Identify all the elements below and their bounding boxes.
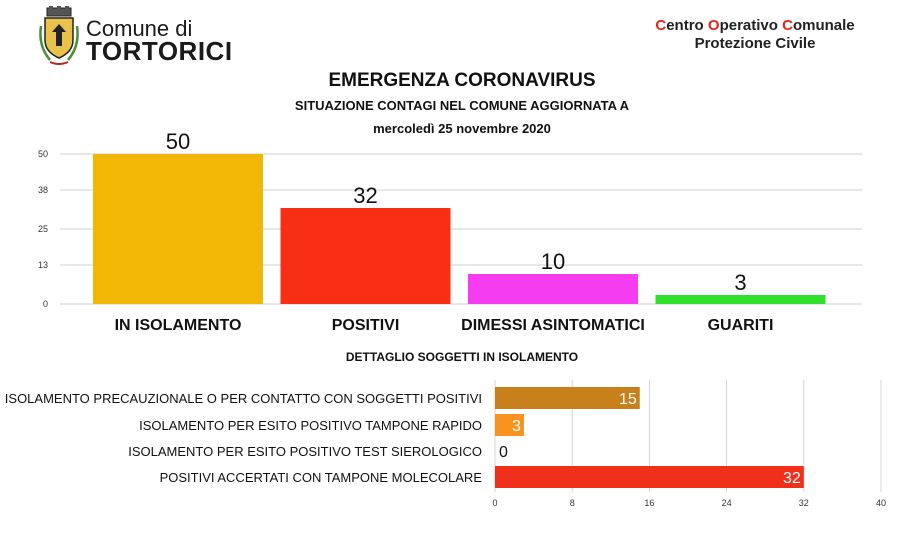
category-label: POSITIVI ACCERTATI CON TAMPONE MOLECOLAR…	[160, 470, 483, 485]
x-tick-label: 8	[570, 498, 575, 508]
bar-value-label: 3	[512, 418, 521, 435]
comune-name: TORTORICI	[86, 36, 233, 66]
update-date: mercoledì 25 novembre 2020	[373, 121, 551, 136]
category-label: POSITIVI	[332, 317, 400, 334]
y-tick-label: 25	[38, 224, 48, 234]
x-tick-label: 16	[644, 498, 654, 508]
bar-value-label: 0	[499, 444, 508, 461]
bar-value-label: 32	[353, 183, 377, 208]
category-label: DIMESSI ASINTOMATICI	[461, 317, 645, 334]
coat-of-arms-logo	[39, 6, 79, 65]
x-tick-label: 32	[799, 498, 809, 508]
y-tick-label: 0	[43, 299, 48, 309]
bar	[495, 466, 804, 488]
bar-value-label: 32	[783, 470, 801, 487]
bar	[655, 295, 826, 304]
category-label: ISOLAMENTO PER ESITO POSITIVO TAMPONE RA…	[139, 418, 482, 433]
category-label: ISOLAMENTO PER ESITO POSITIVO TEST SIERO…	[128, 444, 482, 459]
x-tick-label: 0	[492, 498, 497, 508]
y-tick-label: 50	[38, 149, 48, 159]
bar	[93, 154, 263, 304]
y-tick-label: 13	[38, 260, 48, 270]
bar	[495, 414, 524, 436]
main-title: EMERGENZA CORONAVIRUS	[328, 70, 596, 91]
bar	[280, 208, 451, 304]
x-tick-label: 40	[876, 498, 886, 508]
coc-subtitle: Protezione Civile	[694, 35, 816, 52]
bar-value-label: 15	[619, 391, 637, 408]
bar-value-label: 3	[734, 270, 746, 295]
subtitle: SITUAZIONE CONTAGI NEL COMUNE AGGIORNATA…	[294, 98, 630, 113]
category-label: GUARITI	[708, 317, 774, 334]
comune-prefix: Comune di	[86, 16, 193, 41]
bar-value-label: 50	[166, 129, 190, 154]
y-tick-label: 38	[38, 185, 48, 195]
category-label: IN ISOLAMENTO	[115, 317, 242, 334]
bar	[468, 274, 638, 304]
x-tick-label: 24	[722, 498, 732, 508]
bar-value-label: 10	[541, 249, 565, 274]
detail-title: DETTAGLIO SOGGETTI IN ISOLAMENTO	[345, 350, 579, 364]
coc-title: Centro Operativo Comunale	[655, 17, 855, 34]
category-label: ISOLAMENTO PRECAUZIONALE O PER CONTATTO …	[5, 391, 482, 406]
bar	[495, 387, 640, 409]
